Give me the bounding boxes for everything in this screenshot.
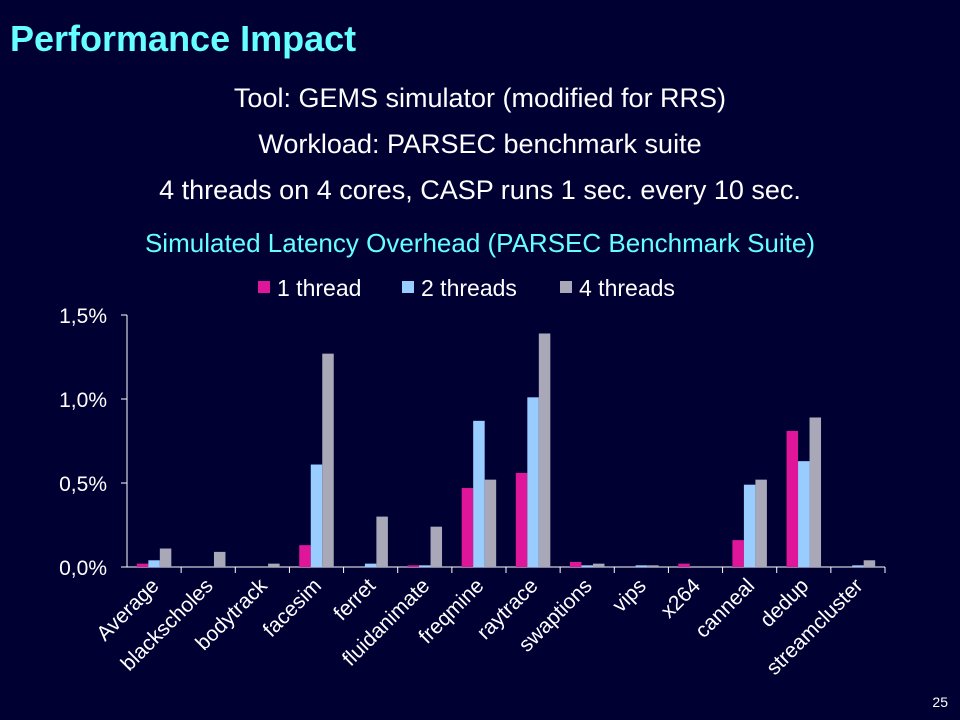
bar-1-thread-freqmine bbox=[461, 488, 474, 567]
x-tick-label: vips bbox=[608, 574, 651, 617]
bar-4-threads-swaptions bbox=[592, 563, 605, 567]
bar-2-threads-Average bbox=[148, 560, 160, 567]
y-tick-label: 1,0% bbox=[59, 389, 107, 412]
bar-4-threads-fluidanimate bbox=[430, 526, 443, 567]
bar-4-threads-facesim bbox=[322, 353, 334, 567]
bar-4-threads-Average bbox=[159, 548, 172, 567]
workload-line: Workload: PARSEC benchmark suite bbox=[258, 129, 702, 159]
bar-2-threads-canneal bbox=[743, 484, 756, 567]
bar-1-thread-canneal bbox=[732, 540, 744, 567]
bar-4-threads-canneal bbox=[755, 479, 767, 567]
chart-title: Simulated Latency Overhead (PARSEC Bench… bbox=[144, 228, 816, 258]
bar-2-threads-fluidanimate bbox=[419, 565, 431, 567]
legend-swatch bbox=[402, 281, 414, 293]
bar-2-threads-dedup bbox=[798, 461, 810, 567]
legend-swatch bbox=[560, 281, 572, 293]
bar-2-threads-facesim bbox=[310, 464, 323, 567]
bar-4-threads-ferret bbox=[376, 516, 388, 567]
x-tick-label: x264 bbox=[657, 574, 706, 623]
bar-4-threads-freqmine bbox=[484, 479, 497, 567]
x-tick-label: streamcluster bbox=[762, 574, 867, 679]
legend-swatch bbox=[258, 281, 270, 293]
bar-1-thread-facesim bbox=[299, 545, 311, 567]
x-tick-label: facesim bbox=[259, 574, 326, 641]
bar-4-threads-bodytrack bbox=[268, 563, 280, 567]
y-tick-label: 0,0% bbox=[59, 557, 107, 580]
y-tick-label: 1,5% bbox=[59, 305, 107, 328]
tool-line: Tool: GEMS simulator (modified for RRS) bbox=[233, 83, 727, 113]
legend-label: 4 threads bbox=[579, 275, 675, 301]
bar-1-thread-raytrace bbox=[515, 472, 528, 567]
bar-4-threads-streamcluster bbox=[863, 560, 876, 567]
legend-label: 1 thread bbox=[277, 275, 361, 301]
bar-4-threads-raytrace bbox=[538, 333, 551, 567]
x-tick-label: canneal bbox=[691, 574, 759, 642]
bar-2-threads-streamcluster bbox=[852, 565, 864, 567]
bar-1-thread-dedup bbox=[786, 430, 799, 567]
bar-1-thread-fluidanimate bbox=[407, 565, 420, 567]
bar-2-threads-ferret bbox=[364, 563, 377, 567]
bar-2-threads-raytrace bbox=[527, 397, 539, 567]
bar-1-thread-x264 bbox=[678, 563, 690, 567]
bar-2-threads-swaptions bbox=[581, 565, 593, 567]
legend-label: 2 threads bbox=[421, 275, 517, 301]
bar-2-threads-freqmine bbox=[473, 420, 485, 567]
threads-line: 4 threads on 4 cores, CASP runs 1 sec. e… bbox=[159, 175, 801, 205]
bar-2-threads-vips bbox=[635, 565, 648, 567]
page-number: 25 bbox=[932, 694, 948, 710]
bar-4-threads-blackscholes bbox=[213, 551, 226, 567]
x-tick-label: ferret bbox=[329, 574, 380, 625]
slide-title: Performance Impact bbox=[10, 18, 357, 59]
bar-4-threads-dedup bbox=[809, 417, 822, 567]
bar-4-threads-vips bbox=[647, 565, 659, 567]
bar-1-thread-Average bbox=[136, 563, 149, 567]
bar-1-thread-swaptions bbox=[569, 561, 582, 567]
y-tick-label: 0,5% bbox=[59, 473, 107, 496]
